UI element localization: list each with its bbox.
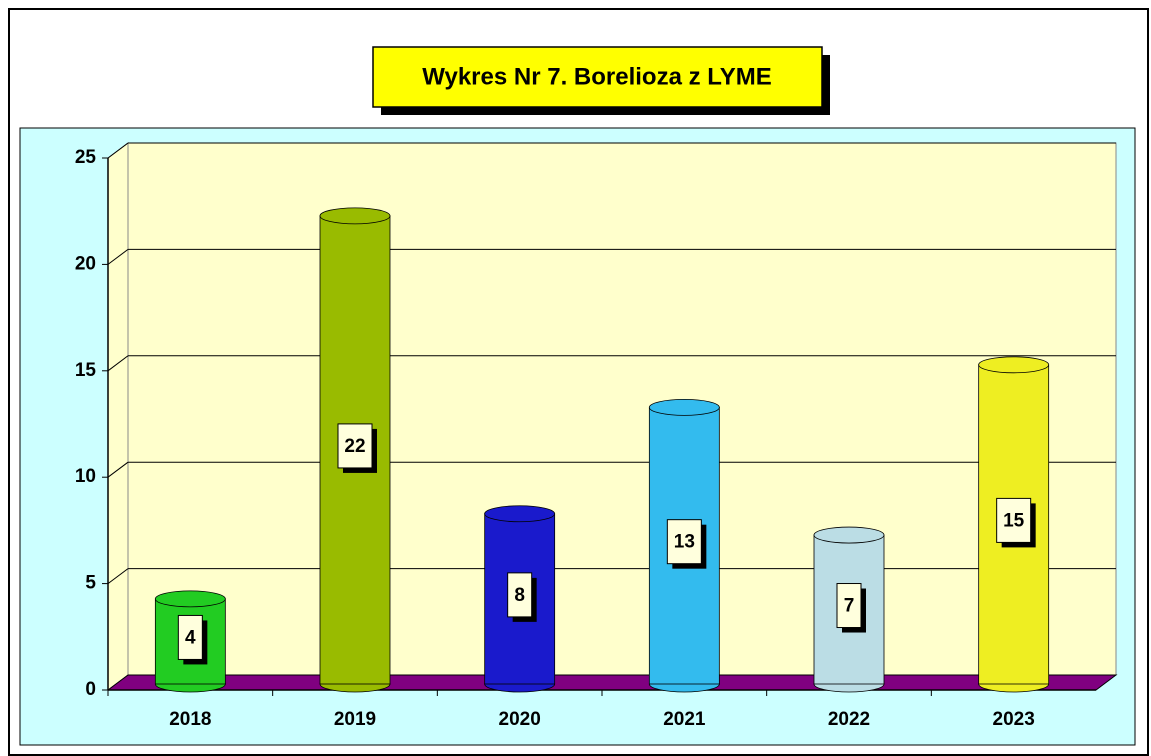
x-tick-label: 2019	[334, 709, 376, 730]
grid-line	[107, 568, 129, 584]
value-label: 8	[514, 585, 525, 606]
value-label: 13	[674, 532, 695, 553]
x-tick-label: 2023	[993, 709, 1035, 730]
bar	[978, 364, 1050, 685]
value-label: 22	[344, 436, 365, 457]
value-label: 15	[1003, 510, 1025, 531]
x-tick-label: 2021	[663, 709, 706, 730]
y-tick-label: 25	[75, 147, 97, 168]
chart-title: Wykres Nr 7. Borelioza z LYME	[422, 63, 771, 90]
y-tick-label: 5	[85, 573, 96, 594]
back-wall	[127, 142, 1117, 676]
value-label-box	[836, 583, 862, 629]
value-label-box	[666, 519, 702, 565]
bar-top	[154, 590, 226, 608]
bar-top	[648, 398, 720, 416]
value-label-box	[996, 497, 1032, 543]
y-tick-label: 15	[75, 360, 97, 381]
side-wall	[107, 142, 129, 691]
y-tick-label: 20	[75, 253, 96, 274]
bar-top	[813, 526, 885, 544]
x-tick-label: 2022	[828, 709, 870, 730]
value-label: 4	[185, 627, 196, 648]
bar-top	[978, 356, 1050, 374]
bar-top	[484, 505, 556, 523]
grid-line	[107, 248, 129, 265]
x-tick-label: 2018	[169, 709, 211, 730]
value-label-box	[177, 614, 203, 660]
floor	[106, 674, 1118, 691]
x-tick-label: 2020	[499, 709, 541, 730]
y-tick-label: 0	[85, 679, 96, 700]
title-box	[372, 46, 823, 108]
y-tick-label: 10	[75, 466, 96, 487]
grid-line	[107, 355, 129, 372]
bar-top	[319, 207, 391, 225]
value-label-box	[337, 423, 373, 469]
grid-line	[107, 142, 129, 159]
grid-line	[107, 461, 129, 478]
value-label-box	[507, 572, 533, 618]
value-label: 7	[844, 596, 855, 617]
